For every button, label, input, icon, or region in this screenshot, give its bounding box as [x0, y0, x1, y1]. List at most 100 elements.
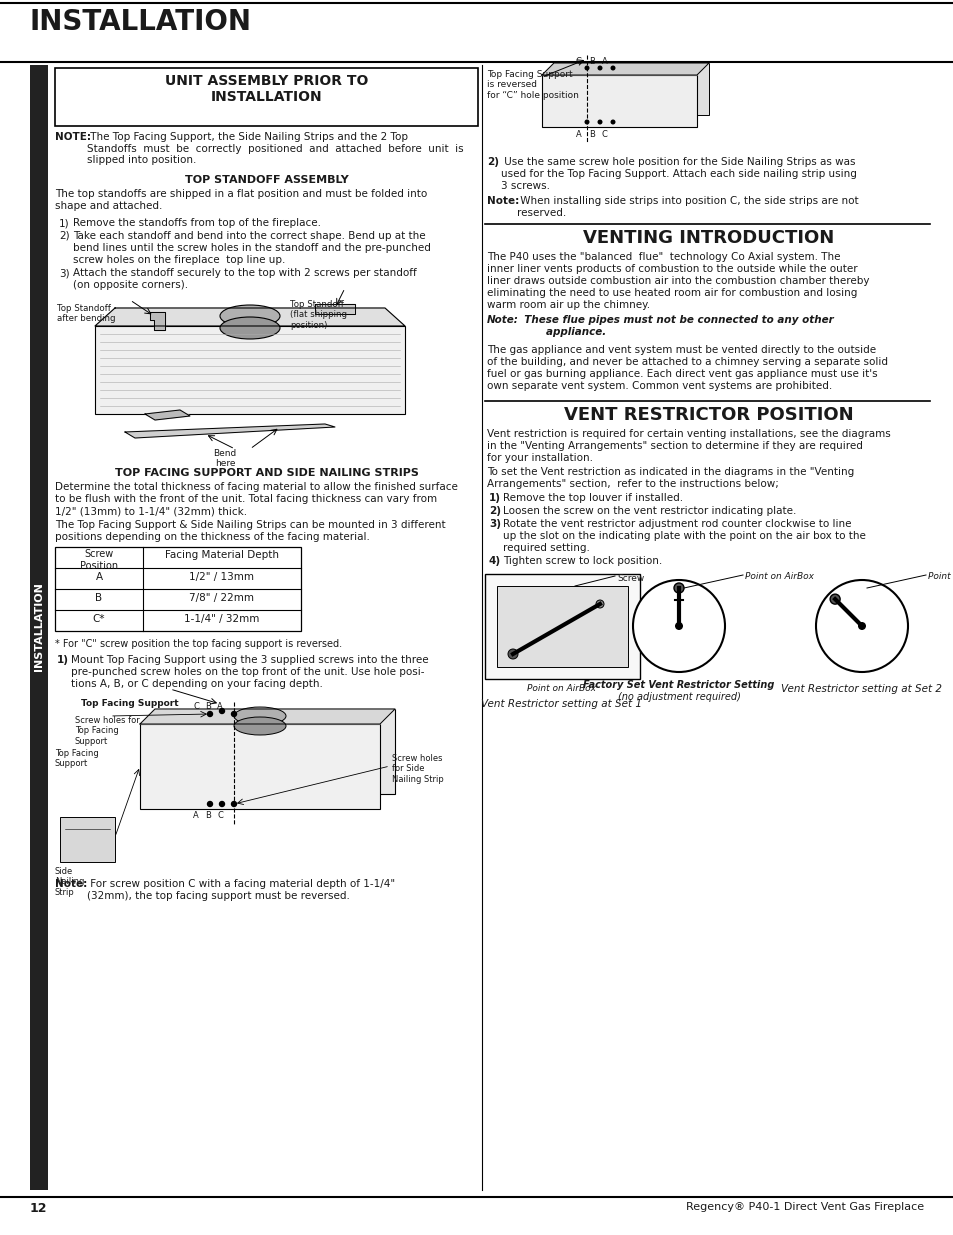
Text: B: B — [205, 701, 211, 711]
Text: INSTALLATION: INSTALLATION — [34, 583, 44, 672]
Text: A: A — [576, 130, 581, 140]
Text: 3): 3) — [489, 519, 500, 529]
Text: Vent Restrictor setting at Set 1: Vent Restrictor setting at Set 1 — [481, 699, 641, 709]
Bar — [554, 63, 708, 115]
Text: A: A — [217, 701, 223, 711]
Circle shape — [232, 711, 236, 716]
Text: The P40 uses the "balanced  flue"  technology Co Axial system. The: The P40 uses the "balanced flue" technol… — [486, 252, 840, 262]
Text: B: B — [588, 130, 595, 140]
Bar — [541, 75, 697, 127]
Text: 12: 12 — [30, 1202, 48, 1215]
Text: for your installation.: for your installation. — [486, 453, 593, 463]
Text: Mount Top Facing Support using the 3 supplied screws into the three: Mount Top Facing Support using the 3 sup… — [71, 655, 428, 664]
Circle shape — [675, 622, 682, 630]
Circle shape — [219, 709, 224, 714]
Text: Arrangements" section,  refer to the instructions below;: Arrangements" section, refer to the inst… — [486, 479, 778, 489]
Text: INSTALLATION: INSTALLATION — [211, 90, 322, 104]
Text: Note:: Note: — [486, 315, 518, 325]
Text: TOP FACING SUPPORT AND SIDE NAILING STRIPS: TOP FACING SUPPORT AND SIDE NAILING STRI… — [114, 468, 418, 478]
Text: required setting.: required setting. — [502, 543, 589, 553]
Text: of the building, and never be attached to a chimney serving a separate solid: of the building, and never be attached t… — [486, 357, 887, 367]
Text: C: C — [576, 57, 581, 65]
Text: B: B — [205, 811, 211, 820]
Text: Point on AirBox: Point on AirBox — [527, 684, 596, 693]
Polygon shape — [95, 308, 405, 326]
Text: to be flush with the front of the unit. Total facing thickness can vary from: to be flush with the front of the unit. … — [55, 494, 436, 504]
Text: * For "C" screw position the top facing support is reversed.: * For "C" screw position the top facing … — [55, 638, 342, 650]
Text: tions A, B, or C depending on your facing depth.: tions A, B, or C depending on your facin… — [71, 679, 322, 689]
Text: 1/2" (13mm) to 1-1/4" (32mm) thick.: 1/2" (13mm) to 1-1/4" (32mm) thick. — [55, 506, 247, 516]
Text: Point on AirBox: Point on AirBox — [744, 572, 813, 580]
Bar — [60, 818, 115, 862]
Text: When installing side strips into position C, the side strips are not
reserved.: When installing side strips into positio… — [517, 196, 858, 217]
Text: liner draws outside combustion air into the combustion chamber thereby: liner draws outside combustion air into … — [486, 275, 868, 287]
Text: up the slot on the indicating plate with the point on the air box to the: up the slot on the indicating plate with… — [502, 531, 865, 541]
Text: 7/8" / 22mm: 7/8" / 22mm — [190, 593, 254, 603]
Text: Top Facing Support
is reversed
for “C” hole position: Top Facing Support is reversed for “C” h… — [486, 70, 578, 100]
Text: For screw position C with a facing material depth of 1-1/4"
(32mm), the top faci: For screw position C with a facing mater… — [87, 879, 395, 900]
Text: The Top Facing Support, the Side Nailing Strips and the 2 Top
Standoffs  must  b: The Top Facing Support, the Side Nailing… — [87, 132, 463, 165]
Text: The gas appliance and vent system must be vented directly to the outside: The gas appliance and vent system must b… — [486, 345, 875, 354]
Bar — [55, 68, 477, 126]
Text: warm room air up the chimney.: warm room air up the chimney. — [486, 300, 649, 310]
Polygon shape — [140, 709, 395, 724]
Text: Top Standoff
after bending: Top Standoff after bending — [57, 304, 115, 324]
Bar — [140, 724, 379, 809]
Text: Screw holes
for Side
Nailing Strip: Screw holes for Side Nailing Strip — [392, 755, 443, 784]
Text: 1-1/4" / 32mm: 1-1/4" / 32mm — [184, 614, 259, 624]
Text: Remove the standoffs from top of the fireplace.: Remove the standoffs from top of the fir… — [73, 219, 320, 228]
Text: Attach the standoff securely to the top with 2 screws per standoff: Attach the standoff securely to the top … — [73, 268, 416, 278]
Circle shape — [597, 65, 602, 70]
Circle shape — [815, 580, 907, 672]
Text: Vent Restrictor setting at Set 2: Vent Restrictor setting at Set 2 — [781, 684, 942, 694]
Text: INSTALLATION: INSTALLATION — [30, 7, 252, 36]
Polygon shape — [150, 312, 165, 330]
Text: Screw holes for
Top Facing
Support: Screw holes for Top Facing Support — [75, 716, 139, 746]
Text: B: B — [588, 57, 595, 65]
Text: Tighten screw to lock position.: Tighten screw to lock position. — [502, 556, 661, 566]
Text: Top Facing
Support: Top Facing Support — [55, 748, 99, 768]
Text: UNIT ASSEMBLY PRIOR TO: UNIT ASSEMBLY PRIOR TO — [165, 74, 368, 88]
Text: 1): 1) — [57, 655, 69, 664]
Circle shape — [584, 65, 589, 70]
Text: 2): 2) — [489, 506, 500, 516]
Text: Screw: Screw — [617, 574, 643, 583]
Text: used for the Top Facing Support. Attach each side nailing strip using: used for the Top Facing Support. Attach … — [500, 169, 856, 179]
Text: To set the Vent restriction as indicated in the diagrams in the "Venting: To set the Vent restriction as indicated… — [486, 467, 853, 477]
Text: screw holes on the fireplace  top line up.: screw holes on the fireplace top line up… — [73, 254, 285, 266]
Circle shape — [829, 594, 840, 604]
Polygon shape — [125, 424, 335, 438]
Text: positions depending on the thickness of the facing material.: positions depending on the thickness of … — [55, 532, 370, 542]
Circle shape — [633, 580, 724, 672]
Text: NOTE:: NOTE: — [55, 132, 91, 142]
Circle shape — [219, 802, 224, 806]
Circle shape — [597, 120, 602, 125]
Text: Remove the top louver if installed.: Remove the top louver if installed. — [502, 493, 682, 503]
Circle shape — [232, 802, 236, 806]
Text: Take each standoff and bend into the correct shape. Bend up at the: Take each standoff and bend into the cor… — [73, 231, 425, 241]
Text: 1): 1) — [489, 493, 500, 503]
Text: C*: C* — [92, 614, 105, 624]
Circle shape — [857, 622, 865, 630]
Bar — [154, 709, 395, 794]
Text: Note:: Note: — [55, 879, 87, 889]
Text: VENTING INTRODUCTION: VENTING INTRODUCTION — [582, 228, 833, 247]
Text: Facing Material Depth: Facing Material Depth — [165, 550, 278, 559]
Circle shape — [507, 650, 517, 659]
Polygon shape — [541, 63, 708, 75]
Text: bend lines until the screw holes in the standoff and the pre-punched: bend lines until the screw holes in the … — [73, 243, 431, 253]
Text: C: C — [193, 701, 199, 711]
Bar — [497, 585, 627, 667]
Text: VENT RESTRICTOR POSITION: VENT RESTRICTOR POSITION — [563, 406, 852, 424]
Polygon shape — [145, 410, 190, 420]
Text: Top Facing Support: Top Facing Support — [81, 699, 178, 708]
Text: eliminating the need to use heated room air for combustion and losing: eliminating the need to use heated room … — [486, 288, 857, 298]
Text: Screw
Position: Screw Position — [80, 550, 118, 571]
Text: 3 screws.: 3 screws. — [500, 182, 550, 191]
Text: Side
Nailing
Strip: Side Nailing Strip — [55, 867, 84, 897]
Circle shape — [610, 65, 615, 70]
Bar — [95, 326, 405, 414]
Circle shape — [584, 120, 589, 125]
Text: Loosen the screw on the vent restrictor indicating plate.: Loosen the screw on the vent restrictor … — [502, 506, 796, 516]
Text: A: A — [95, 572, 103, 582]
